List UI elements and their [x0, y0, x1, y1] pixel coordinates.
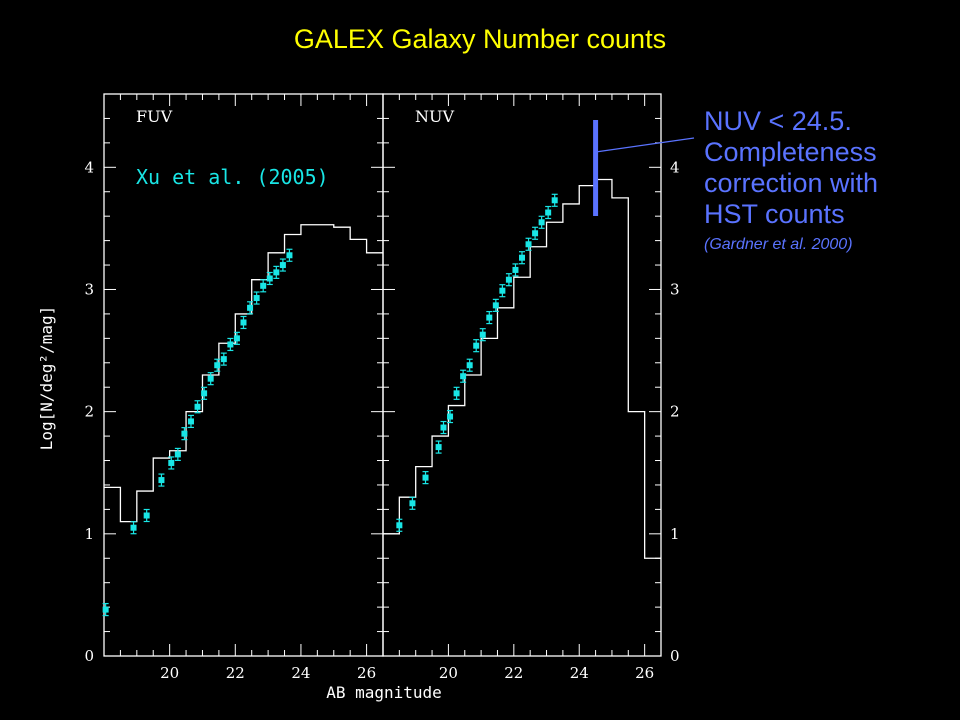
note-reference: (Gardner et al. 2000): [704, 236, 853, 253]
data-point: [492, 302, 499, 309]
legend-label: Xu et al. (2005): [136, 165, 329, 189]
data-point: [551, 197, 558, 204]
panel-fuv: 20 22 24 26 0 1 2 3 4 FUV Xu et al. (2005): [84, 93, 384, 682]
panel-label: NUV: [415, 107, 454, 126]
y-tick-label: 0: [84, 647, 94, 665]
x-tick-label: 20: [439, 664, 458, 682]
data-point: [519, 254, 525, 261]
note-line-3: correction with: [704, 168, 879, 198]
x-tick-label: 22: [504, 664, 523, 682]
data-point: [253, 295, 260, 302]
data-point: [168, 459, 175, 466]
data-point: [422, 474, 429, 481]
y-tick-label: 0: [670, 647, 680, 665]
data-point: [207, 375, 214, 382]
data-point: [286, 252, 293, 259]
data-point: [233, 335, 240, 342]
y-tick-label: 3: [84, 280, 94, 298]
data-point: [143, 512, 150, 519]
data-point: [174, 451, 181, 458]
data-point: [214, 362, 221, 369]
panel-frame: [382, 93, 662, 657]
data-point: [473, 342, 480, 349]
data-point: [499, 287, 506, 294]
data-point: [187, 418, 194, 425]
data-point: [532, 230, 539, 237]
y-tick-label: 4: [670, 158, 680, 176]
data-point: [227, 341, 234, 348]
data-point: [247, 304, 254, 311]
data-point: [545, 209, 552, 216]
data-point: [453, 390, 460, 397]
y-tick-label: 3: [670, 280, 680, 298]
data-point: [158, 477, 165, 484]
data-point: [260, 282, 267, 289]
data-point: [440, 424, 447, 431]
data-point: [194, 403, 201, 410]
annotation-leader-line: [595, 137, 695, 153]
x-tick-label: 20: [160, 664, 179, 682]
data-point: [435, 444, 442, 451]
x-tick-label: 26: [635, 664, 654, 682]
y-axis-label: Log[N/deg²/mag]: [37, 306, 56, 451]
note-line-1: NUV < 24.5.: [704, 106, 852, 136]
y-tick-label: 1: [84, 525, 94, 543]
data-point: [466, 362, 473, 369]
x-tick-label: 26: [357, 664, 376, 682]
data-point: [181, 430, 188, 437]
data-point: [201, 390, 208, 397]
x-axis-label: AB magnitude: [326, 683, 442, 702]
data-point: [240, 319, 247, 326]
completeness-note: NUV < 24.5. Completeness correction with…: [704, 106, 954, 258]
data-point: [525, 241, 532, 248]
data-point: [273, 269, 280, 276]
data-point: [409, 500, 416, 507]
data-point: [396, 522, 403, 529]
x-tick-label: 24: [291, 664, 310, 682]
data-point: [130, 524, 137, 531]
note-line-2: Completeness: [704, 137, 877, 167]
model-histogram: [383, 178, 661, 559]
slide-title: GALEX Galaxy Number counts: [293, 24, 667, 54]
data-point: [512, 266, 519, 273]
y-tick-label: 2: [670, 403, 680, 421]
x-tick-label: 22: [226, 664, 245, 682]
data-point: [479, 331, 486, 338]
data-point: [505, 276, 512, 283]
note-line-4: HST counts: [704, 199, 845, 229]
data-point: [279, 262, 286, 269]
data-point: [538, 219, 545, 226]
y-tick-label: 2: [84, 403, 94, 421]
data-point: [102, 606, 109, 613]
data-point: [460, 373, 467, 380]
panel-label: FUV: [136, 107, 173, 126]
x-tick-label: 24: [570, 664, 589, 682]
y-tick-label: 1: [670, 525, 680, 543]
y-tick-label: 4: [84, 158, 94, 176]
data-point: [220, 356, 227, 363]
data-point: [266, 275, 273, 282]
data-point: [486, 314, 493, 321]
model-histogram: [104, 224, 383, 523]
data-point: [447, 413, 454, 420]
panel-nuv: 20 22 24 26 0 1 2 3 4 NUV: [382, 93, 680, 682]
